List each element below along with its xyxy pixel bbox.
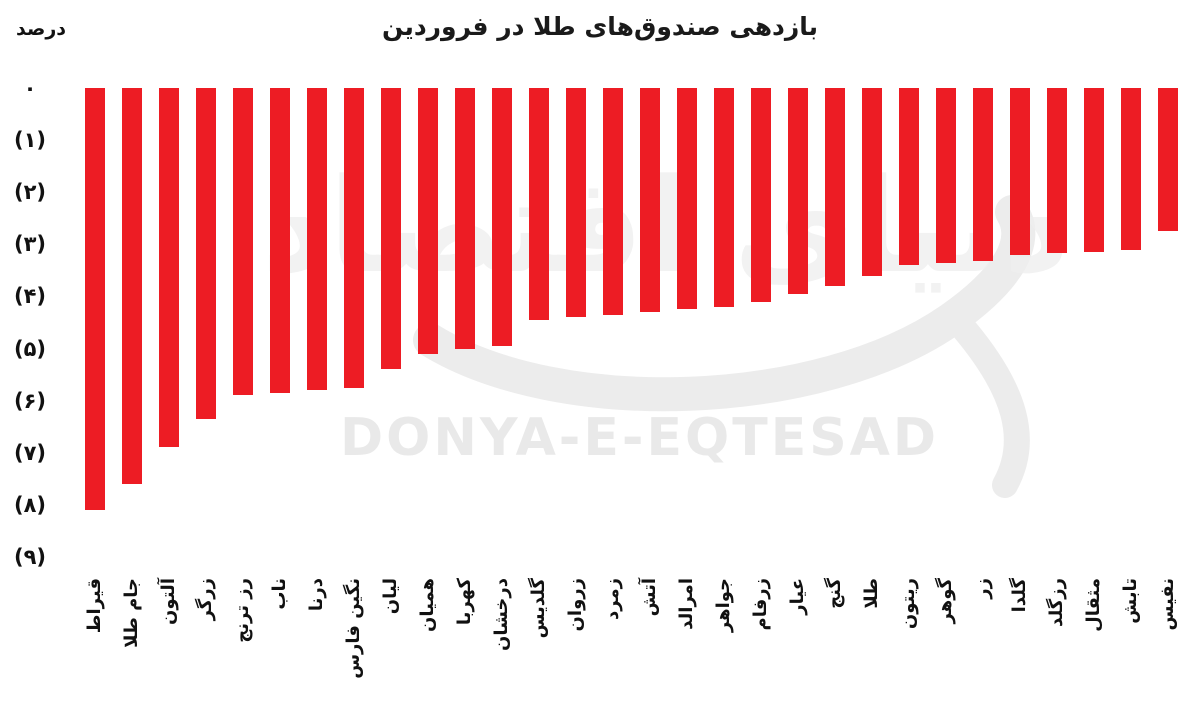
y-axis-tick: (۸) (13, 492, 47, 517)
bar (1084, 88, 1104, 252)
bar (899, 88, 919, 265)
bar (936, 88, 956, 263)
bar (825, 88, 845, 286)
bar (122, 88, 142, 484)
bar (344, 88, 364, 388)
y-axis: ۰ (۱) (۲) (۳) (۴) (۵) (۶) (۷) (۸) (۹) (0, 0, 64, 705)
x-axis-label: رزگلد (1046, 578, 1067, 627)
x-axis-label: گنج (824, 578, 845, 609)
bar (640, 88, 660, 312)
bar (677, 88, 697, 309)
bar (233, 88, 253, 395)
y-axis-tick: (۲) (13, 180, 47, 205)
chart-title: بازدهی صندوق‌های طلا در فروردین (381, 12, 819, 41)
y-axis-tick: (۷) (13, 440, 47, 465)
bar (862, 88, 882, 276)
x-axis-label: زروان (565, 578, 586, 632)
x-axis-label: ناب (269, 578, 290, 610)
bar (159, 88, 179, 447)
bar (1010, 88, 1030, 255)
x-axis-label: لیان (380, 578, 401, 615)
x-axis-label: امرالد (676, 578, 697, 630)
x-axis-label: مثقال (1083, 578, 1104, 632)
bar (1158, 88, 1178, 231)
y-axis-tick: ۰ (23, 76, 37, 100)
x-axis-label: طلا (861, 578, 882, 609)
bar (381, 88, 401, 369)
bar (529, 88, 549, 320)
y-axis-tick: (۵) (13, 336, 47, 361)
x-axis-label: همیان (417, 578, 438, 633)
x-axis-label: زر (972, 578, 993, 599)
bar (418, 88, 438, 354)
bar (196, 88, 216, 419)
bar (307, 88, 327, 390)
bar (566, 88, 586, 317)
bar (1121, 88, 1141, 250)
x-axis-label: گلدیس (528, 578, 549, 639)
x-axis-label: نفیس (1157, 578, 1178, 631)
x-axis-label: آلتون (158, 578, 179, 625)
bar (85, 88, 105, 510)
x-axis-label: رز ترنج (232, 578, 253, 643)
bar (270, 88, 290, 393)
x-axis-label: زرفام (750, 578, 771, 631)
bar (603, 88, 623, 315)
y-axis-tick: (۳) (13, 232, 47, 257)
x-axis-label: درخشان (491, 578, 512, 652)
x-axis-label: جام طلا (121, 578, 142, 648)
bar (492, 88, 512, 346)
bar (1047, 88, 1067, 253)
y-axis-unit-label: درصد (16, 18, 67, 40)
y-axis-tick: (۱) (13, 128, 47, 153)
x-axis-label: آتش (639, 578, 660, 617)
x-axis-label: قیراط (84, 578, 105, 634)
bar (455, 88, 475, 349)
bar (714, 88, 734, 307)
x-axis-label: کهربا (454, 578, 475, 626)
x-axis-label: ریتون (898, 578, 919, 630)
y-axis-tick: (۹) (13, 544, 47, 569)
x-axis-label: نگین فارس (343, 578, 364, 679)
x-axis-label: تابش (1120, 578, 1141, 624)
y-axis-tick: (۴) (13, 284, 47, 309)
x-axis-label: جواهر (713, 578, 734, 633)
x-axis-label: گلدا (1009, 578, 1030, 613)
bar (973, 88, 993, 261)
bar (788, 88, 808, 294)
x-axis-label: زرگر (195, 578, 216, 621)
x-axis-label: درنا (306, 578, 327, 612)
x-axis-label: زمرد (602, 578, 623, 620)
x-axis-label: عیار (787, 578, 808, 615)
watermark-latin-text: DONYA-E-EQTESAD (340, 408, 940, 468)
y-axis-tick: (۶) (13, 388, 47, 413)
bar (751, 88, 771, 302)
x-axis-label: گوهر (935, 578, 956, 624)
